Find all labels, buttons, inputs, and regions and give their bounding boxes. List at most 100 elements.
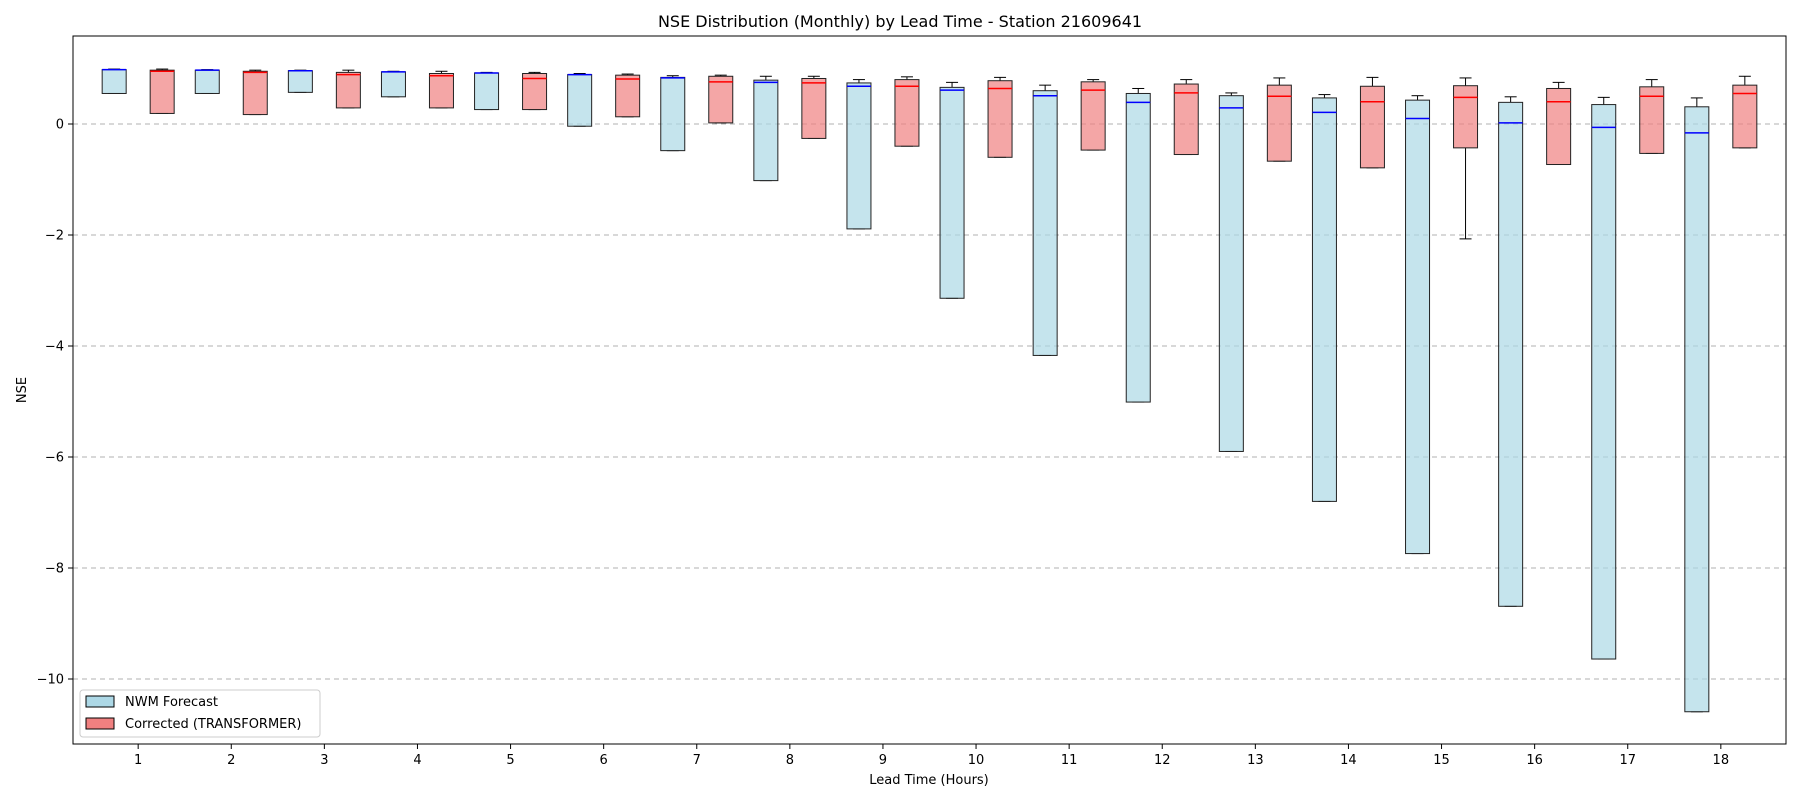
box-nwm-13: [1218, 92, 1244, 452]
box-nwm-4: [380, 70, 406, 98]
box-corrected-16: [1546, 81, 1572, 166]
y-tick-label: −8: [45, 562, 64, 577]
x-tick-label: 3: [320, 753, 328, 768]
x-tick-label: 14: [1340, 753, 1357, 768]
box-corrected-1: [149, 68, 175, 114]
box-body: [1218, 95, 1244, 452]
box-corrected-7: [708, 74, 734, 124]
box-body: [101, 69, 127, 94]
legend-swatch-nwm: [85, 695, 115, 708]
grid-layer: [73, 123, 1786, 680]
box-body: [242, 70, 268, 116]
legend-label-nwm: NWM Forecast: [125, 695, 218, 710]
x-tick-label: 8: [786, 753, 794, 768]
box-body: [1173, 83, 1199, 156]
box-body: [708, 75, 734, 124]
box-body: [1684, 106, 1710, 713]
box-body: [567, 74, 593, 127]
y-tick-label: −10: [37, 673, 64, 688]
y-ticks: 0 −2 −4 −6 −8 −10: [37, 118, 73, 688]
box-body: [753, 79, 779, 182]
x-tick-label: 1: [134, 753, 142, 768]
x-tick-label: 16: [1526, 753, 1543, 768]
box-nwm-1: [101, 68, 127, 94]
box-corrected-3: [335, 69, 361, 109]
box-body: [1311, 97, 1337, 502]
box-corrected-9: [894, 76, 920, 147]
box-corrected-8: [801, 75, 827, 139]
box-body: [380, 71, 406, 98]
box-corrected-14: [1359, 76, 1385, 169]
legend-frame: [79, 689, 321, 738]
box-body: [801, 77, 827, 139]
x-tick-label: 13: [1247, 753, 1264, 768]
box-body: [1732, 84, 1758, 149]
box-body: [474, 72, 500, 111]
y-tick-label: −6: [45, 451, 64, 466]
x-tick-label: 11: [1061, 753, 1078, 768]
box-nwm-5: [474, 71, 500, 111]
x-tick-label: 10: [968, 753, 985, 768]
box-body: [428, 72, 454, 109]
box-body: [1498, 101, 1524, 607]
box-corrected-4: [428, 70, 454, 109]
box-nwm-11: [1032, 84, 1058, 356]
box-body: [194, 69, 220, 94]
box-nwm-10: [939, 81, 965, 299]
box-body: [1546, 87, 1572, 166]
box-body: [894, 79, 920, 147]
box-nwm-8: [753, 75, 779, 182]
box-nwm-3: [287, 69, 313, 93]
x-tick-label: 2: [227, 753, 235, 768]
box-body: [660, 76, 686, 152]
legend: NWM Forecast Corrected (TRANSFORMER): [79, 689, 321, 738]
box-corrected-11: [1080, 79, 1106, 151]
box-body: [522, 72, 548, 111]
x-tick-label: 18: [1713, 753, 1730, 768]
box-body: [1125, 92, 1151, 403]
box-corrected-2: [242, 69, 268, 116]
box-corrected-10: [987, 76, 1013, 158]
y-tick-label: −2: [45, 229, 64, 244]
box-nwm-17: [1591, 96, 1617, 660]
plot-frame: [72, 35, 1787, 745]
box-nwm-14: [1311, 94, 1337, 502]
box-body: [1080, 81, 1106, 151]
box-nwm-6: [567, 72, 593, 127]
box-body: [1639, 86, 1665, 154]
x-axis-label: Lead Time (Hours): [869, 773, 989, 788]
x-tick-label: 9: [879, 753, 887, 768]
box-body: [1266, 84, 1292, 162]
legend-swatch-corrected: [85, 717, 115, 730]
box-layer: [101, 68, 1758, 713]
y-tick-label: 0: [56, 118, 64, 133]
box-body: [335, 71, 361, 109]
box-body: [987, 80, 1013, 158]
box-corrected-15: [1453, 77, 1479, 240]
box-body: [939, 86, 965, 299]
x-tick-label: 6: [600, 753, 608, 768]
box-body: [1453, 85, 1479, 149]
box-nwm-12: [1125, 87, 1151, 403]
box-body: [149, 69, 175, 114]
chart-title: NSE Distribution (Monthly) by Lead Time …: [658, 12, 1142, 31]
x-tick-label: 12: [1154, 753, 1171, 768]
box-nwm-9: [846, 79, 872, 230]
x-tick-label: 7: [693, 753, 701, 768]
box-body: [1032, 90, 1058, 356]
legend-label-corrected: Corrected (TRANSFORMER): [125, 717, 302, 732]
box-corrected-6: [615, 73, 641, 118]
x-ticks: 1 2 3 4 5 6 7 8 9 10 11 12 13 14 15 16 17 18: [134, 744, 1729, 768]
box-corrected-5: [522, 71, 548, 111]
box-body: [1591, 104, 1617, 660]
y-tick-label: −4: [45, 340, 64, 355]
y-axis-label: NSE: [15, 377, 30, 403]
x-tick-label: 17: [1619, 753, 1636, 768]
box-body: [1405, 99, 1431, 555]
box-body: [846, 82, 872, 230]
box-nwm-15: [1405, 95, 1431, 555]
x-tick-label: 4: [413, 753, 421, 768]
x-tick-label: 5: [506, 753, 514, 768]
